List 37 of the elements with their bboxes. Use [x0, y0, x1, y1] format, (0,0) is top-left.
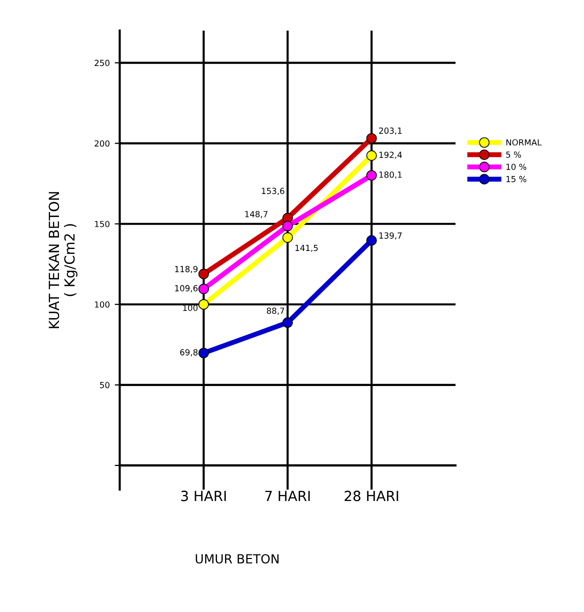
y-tick-label: 100: [95, 301, 110, 308]
data-label: 203,1: [379, 128, 402, 135]
point: [366, 235, 377, 246]
point: [198, 299, 209, 310]
data-label: 180,1: [379, 172, 402, 179]
data-label: 153,6: [262, 188, 284, 195]
legend-label: 10 %: [506, 164, 526, 170]
legend-label: 5 %: [506, 151, 521, 158]
y-tick-label: 50: [100, 382, 110, 388]
data-label: 148,7: [245, 210, 268, 218]
data-label: 141,5: [295, 244, 318, 252]
legend-label: 15 %: [506, 176, 526, 182]
legend-label: NORMAL: [506, 139, 542, 146]
point: [366, 150, 377, 161]
point: [282, 232, 293, 243]
x-tick-label: 7 HARI: [265, 490, 310, 501]
point: [198, 348, 209, 358]
data-label: 192,4: [379, 152, 402, 159]
point: [282, 317, 293, 328]
data-label: 109,6: [175, 285, 198, 292]
data-label: 69,8: [180, 349, 198, 356]
point: [198, 284, 209, 294]
x-tick-label: 28 HARI: [344, 490, 398, 502]
y-tick-label: 250: [94, 60, 110, 66]
data-label: 118,9: [175, 266, 198, 274]
y-axis-title: KUAT TEKAN BETON ( Kg/Cm2 ): [48, 192, 78, 328]
point: [282, 220, 293, 232]
data-label: 88,7: [266, 308, 284, 315]
point: [366, 170, 377, 181]
point: [366, 133, 377, 144]
data-label: 139,7: [379, 232, 402, 240]
x-tick-label: 3 HARI: [181, 490, 226, 502]
x-axis-title: UMUR BETON: [196, 554, 279, 564]
y-tick-label: 150: [95, 220, 110, 228]
y-tick-label: 200: [94, 140, 110, 147]
point: [198, 268, 209, 280]
data-label: 100: [183, 304, 198, 311]
